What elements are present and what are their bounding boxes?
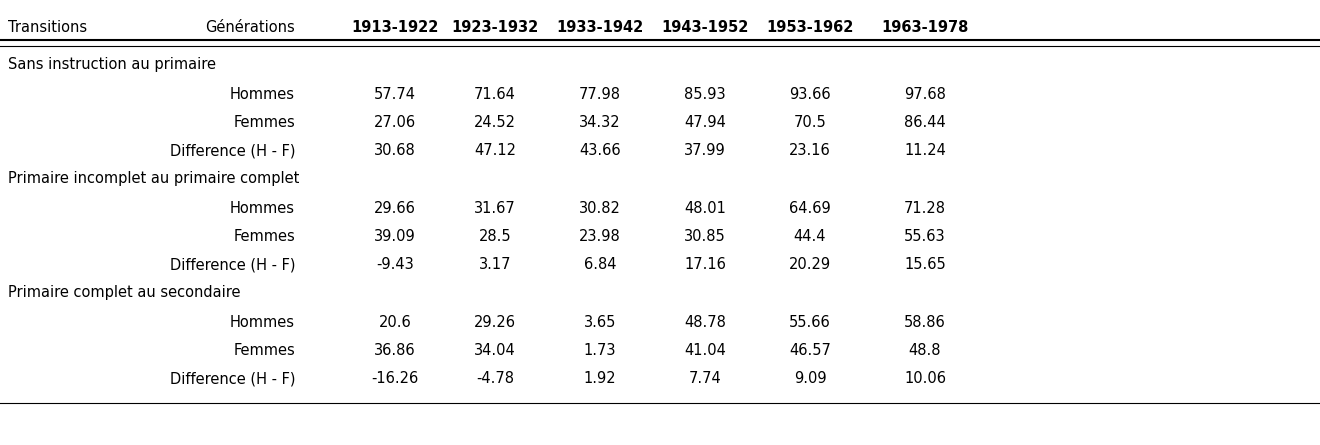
Text: 9.09: 9.09 [793, 371, 826, 386]
Text: 57.74: 57.74 [374, 87, 416, 102]
Text: 34.32: 34.32 [579, 115, 620, 130]
Text: 1963-1978: 1963-1978 [882, 20, 969, 35]
Text: 71.28: 71.28 [904, 201, 946, 216]
Text: Hommes: Hommes [230, 315, 294, 330]
Text: 48.78: 48.78 [684, 315, 726, 330]
Text: 27.06: 27.06 [374, 115, 416, 130]
Text: 55.66: 55.66 [789, 315, 830, 330]
Text: 1953-1962: 1953-1962 [767, 20, 854, 35]
Text: Primaire complet au secondaire: Primaire complet au secondaire [8, 285, 240, 300]
Text: 11.24: 11.24 [904, 143, 946, 158]
Text: Difference (H - F): Difference (H - F) [169, 143, 294, 158]
Text: -16.26: -16.26 [371, 371, 418, 386]
Text: 6.84: 6.84 [583, 257, 616, 272]
Text: 43.66: 43.66 [579, 143, 620, 158]
Text: 20.29: 20.29 [789, 257, 832, 272]
Text: Hommes: Hommes [230, 201, 294, 216]
Text: 55.63: 55.63 [904, 229, 946, 244]
Text: 77.98: 77.98 [579, 87, 620, 102]
Text: 30.68: 30.68 [374, 143, 416, 158]
Text: 1943-1952: 1943-1952 [661, 20, 748, 35]
Text: 97.68: 97.68 [904, 87, 946, 102]
Text: 28.5: 28.5 [479, 229, 511, 244]
Text: 20.6: 20.6 [379, 315, 412, 330]
Text: 39.09: 39.09 [374, 229, 416, 244]
Text: 47.94: 47.94 [684, 115, 726, 130]
Text: 47.12: 47.12 [474, 143, 516, 158]
Text: 34.04: 34.04 [474, 343, 516, 358]
Text: 48.01: 48.01 [684, 201, 726, 216]
Text: Femmes: Femmes [234, 343, 294, 358]
Text: 93.66: 93.66 [789, 87, 830, 102]
Text: Transitions: Transitions [8, 20, 87, 35]
Text: 23.98: 23.98 [579, 229, 620, 244]
Text: 70.5: 70.5 [793, 115, 826, 130]
Text: Primaire incomplet au primaire complet: Primaire incomplet au primaire complet [8, 171, 300, 186]
Text: 15.65: 15.65 [904, 257, 946, 272]
Text: 1933-1942: 1933-1942 [556, 20, 644, 35]
Text: 85.93: 85.93 [684, 87, 726, 102]
Text: 37.99: 37.99 [684, 143, 726, 158]
Text: 10.06: 10.06 [904, 371, 946, 386]
Text: 71.64: 71.64 [474, 87, 516, 102]
Text: 3.65: 3.65 [583, 315, 616, 330]
Text: 3.17: 3.17 [479, 257, 511, 272]
Text: Hommes: Hommes [230, 87, 294, 102]
Text: 64.69: 64.69 [789, 201, 830, 216]
Text: 86.44: 86.44 [904, 115, 946, 130]
Text: 48.8: 48.8 [908, 343, 941, 358]
Text: 58.86: 58.86 [904, 315, 946, 330]
Text: Femmes: Femmes [234, 115, 294, 130]
Text: 41.04: 41.04 [684, 343, 726, 358]
Text: -4.78: -4.78 [477, 371, 513, 386]
Text: 17.16: 17.16 [684, 257, 726, 272]
Text: 44.4: 44.4 [793, 229, 826, 244]
Text: 36.86: 36.86 [374, 343, 416, 358]
Text: 1.73: 1.73 [583, 343, 616, 358]
Text: 29.66: 29.66 [374, 201, 416, 216]
Text: Difference (H - F): Difference (H - F) [169, 371, 294, 386]
Text: 7.74: 7.74 [689, 371, 721, 386]
Text: 31.67: 31.67 [474, 201, 516, 216]
Text: Difference (H - F): Difference (H - F) [169, 257, 294, 272]
Text: 24.52: 24.52 [474, 115, 516, 130]
Text: -9.43: -9.43 [376, 257, 414, 272]
Text: 1.92: 1.92 [583, 371, 616, 386]
Text: Sans instruction au primaire: Sans instruction au primaire [8, 57, 216, 72]
Text: Générations: Générations [205, 20, 294, 35]
Text: 1923-1932: 1923-1932 [451, 20, 539, 35]
Text: Femmes: Femmes [234, 229, 294, 244]
Text: 23.16: 23.16 [789, 143, 830, 158]
Text: 1913-1922: 1913-1922 [351, 20, 438, 35]
Text: 30.85: 30.85 [684, 229, 726, 244]
Text: 46.57: 46.57 [789, 343, 830, 358]
Text: 30.82: 30.82 [579, 201, 620, 216]
Text: 29.26: 29.26 [474, 315, 516, 330]
